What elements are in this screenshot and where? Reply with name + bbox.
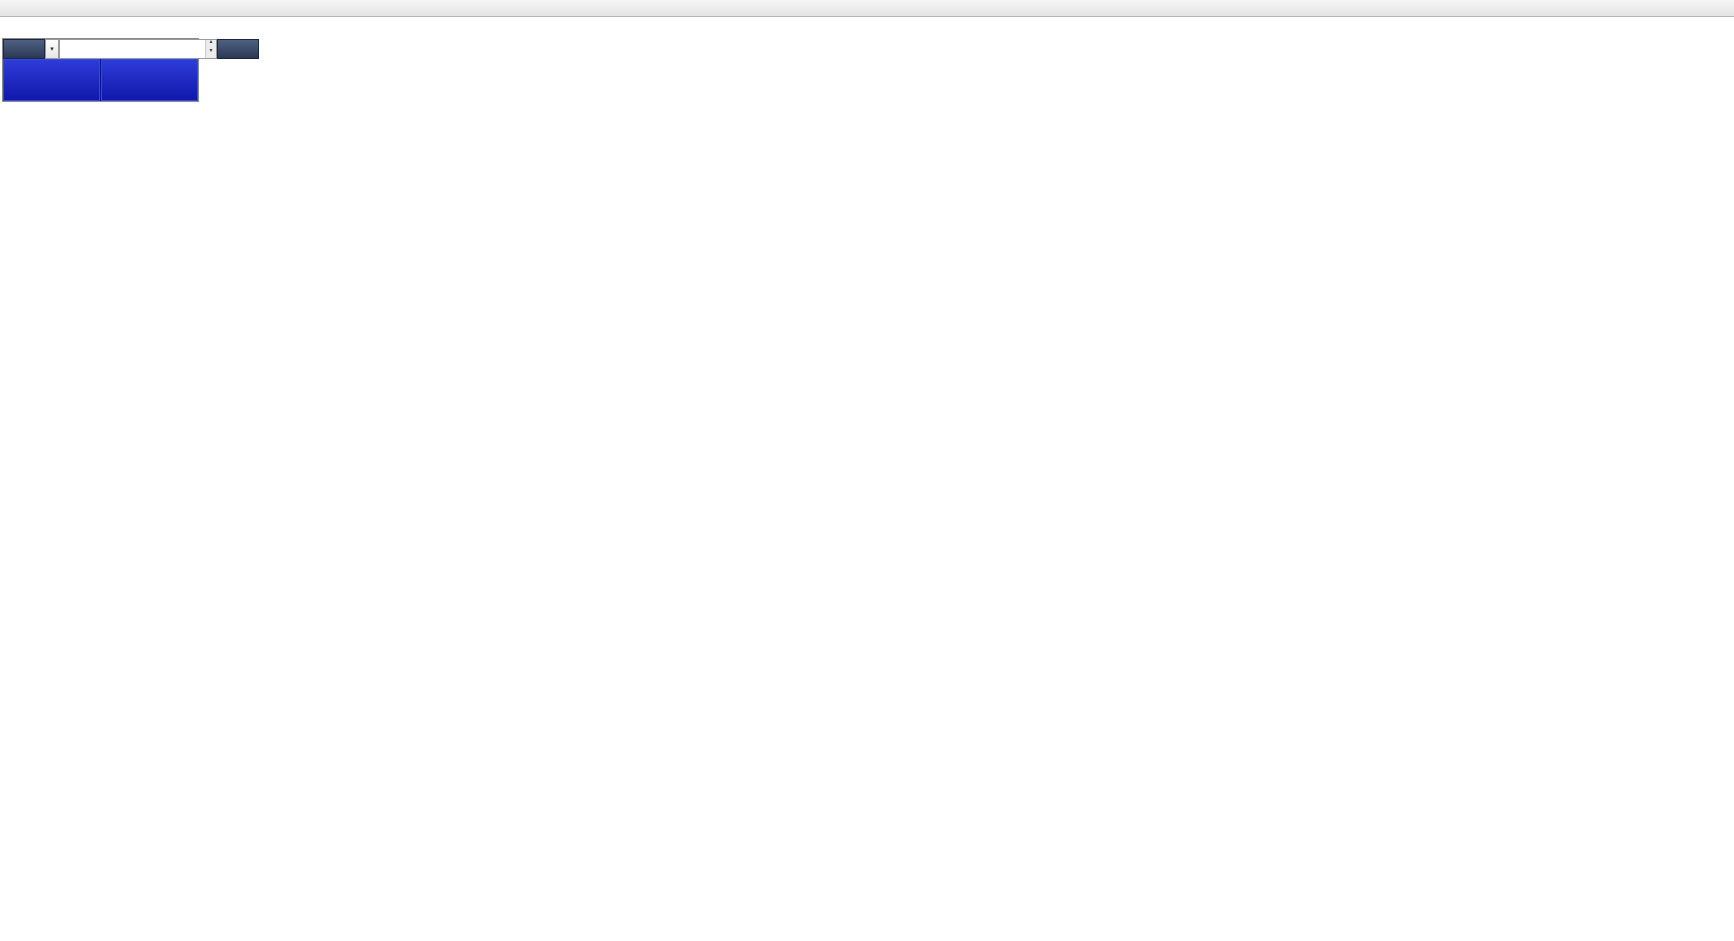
volume-input[interactable] (60, 40, 205, 58)
volume-field: ▴ ▾ (59, 39, 217, 59)
buy-price-button[interactable] (101, 59, 198, 101)
buy-button[interactable] (217, 39, 259, 59)
sell-price-button[interactable] (3, 59, 100, 101)
volume-down-icon[interactable]: ▾ (206, 48, 216, 58)
chevron-down-icon: ▾ (50, 46, 54, 53)
macd-label (5, 527, 15, 538)
volume-spinner: ▴ ▾ (205, 39, 216, 58)
toolbar (0, 0, 1734, 17)
trade-controls-row: ▾ ▴ ▾ (3, 39, 259, 59)
volume-up-icon[interactable]: ▴ (206, 39, 216, 49)
rsi-label (5, 684, 10, 695)
volume-dropdown[interactable]: ▾ (45, 39, 59, 59)
trade-prices-row (3, 59, 198, 101)
sell-button[interactable] (3, 39, 45, 59)
one-click-trading-panel: ▾ ▴ ▾ (2, 38, 259, 102)
